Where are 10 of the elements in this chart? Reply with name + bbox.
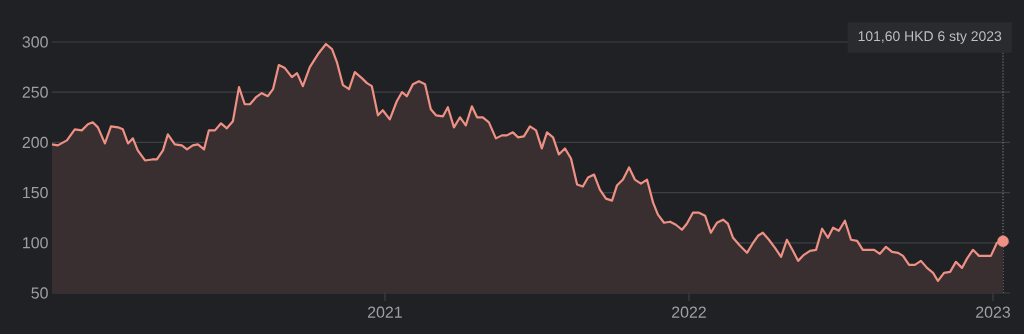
- y-tick-label: 150: [23, 186, 48, 199]
- x-tick-label: 2021: [367, 306, 402, 318]
- y-tick-label: 300: [22, 36, 48, 48]
- y-tick-label: 250: [22, 86, 48, 98]
- x-tick-label: 2022: [672, 306, 706, 318]
- annotation: 101,60 HKD 6 sty 2023: [858, 31, 1002, 44]
- x-tick-label: 2023: [976, 306, 1011, 318]
- y-tick-label: 50: [31, 287, 48, 299]
- y-tick-label: 200: [22, 136, 48, 149]
- y-tick-label: 100: [23, 237, 48, 249]
